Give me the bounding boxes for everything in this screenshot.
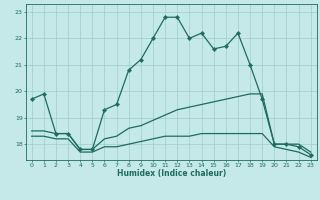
X-axis label: Humidex (Indice chaleur): Humidex (Indice chaleur)	[116, 169, 226, 178]
